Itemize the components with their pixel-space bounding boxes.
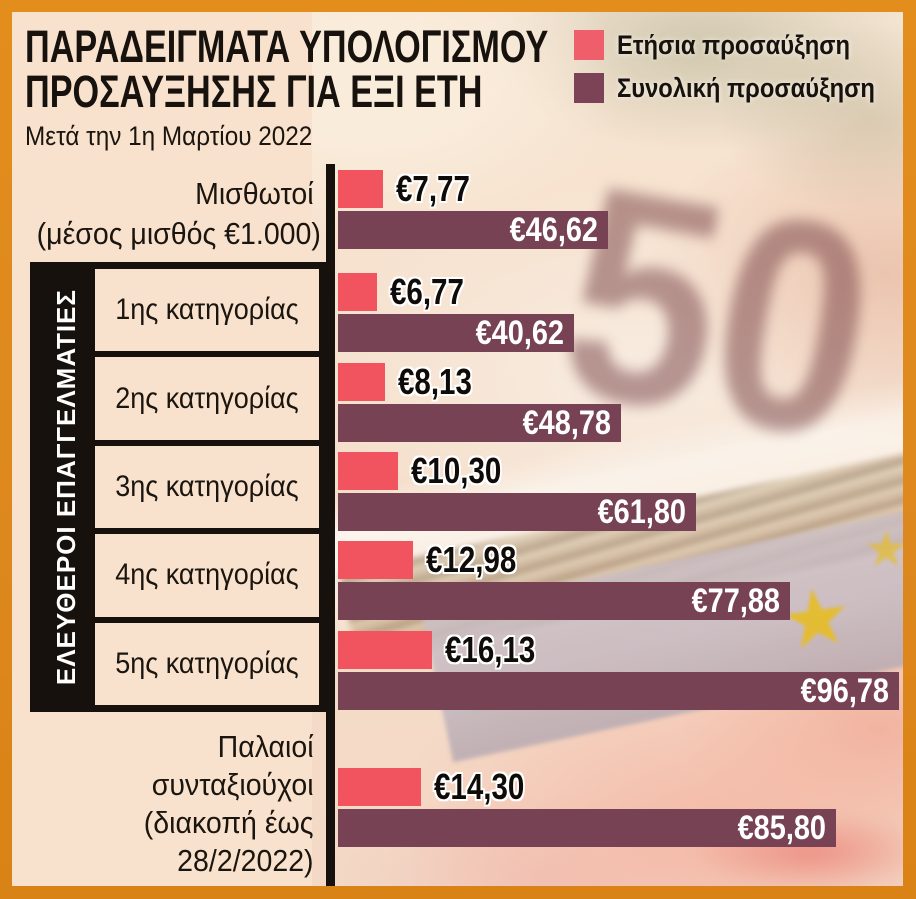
eu-star-icon: ★ (774, 569, 858, 668)
legend-label-annual: Ετήσια προσαύξηση (617, 29, 850, 60)
row-label-palaioi: Παλαιοί συνταξιούχοι (διακοπή έως 28/2/2… (37, 728, 320, 880)
eu-star-icon: ★ (864, 521, 903, 577)
chart-subtitle: Μετά την 1η Μαρτίου 2022 (25, 121, 313, 151)
infographic-panel: 50 ★ ★ ΠΑΡΑΔΕΙΓΜΑΤΑ ΥΠΟΛΟΓΙΣΜΟΥ ΠΡΟΣΑΥΞΗ… (12, 12, 903, 886)
chart-title-block: ΠΑΡΑΔΕΙΓΜΑΤΑ ΥΠΟΛΟΓΙΣΜΟΥ ΠΡΟΣΑΥΞΗΣΗΣ ΓΙΑ… (25, 24, 714, 151)
row-label-category-1: 1ης κατηγορίας (95, 269, 319, 352)
row-label-line: 28/2/2022) (177, 843, 314, 878)
banknote-red-blur (692, 812, 903, 886)
row-label-line: συνταξιούχοι (151, 767, 314, 802)
legend-item-total: Συνολική προσαύξηση (574, 71, 903, 105)
axis-line (326, 164, 335, 886)
legend-swatch-total-icon (574, 73, 604, 103)
legend-item-annual: Ετήσια προσαύξηση (574, 28, 903, 62)
row-label-line: Παλαιοί (217, 729, 314, 764)
row-label-line: Μισθωτοί (195, 176, 314, 211)
group-cells: 1ης κατηγορίας 2ης κατηγορίας 3ης κατηγο… (95, 269, 319, 706)
chart-title-line-2: ΠΡΟΣΑΥΞΗΣΗΣ ΓΙΑ ΕΞΙ ΕΤΗ (25, 66, 483, 117)
legend-label-total: Συνολική προσαύξηση (617, 72, 875, 103)
row-label-line: (μέσος μισθός €1.000) (36, 216, 321, 251)
group-strip: ΕΛΕΥΘΕΡΟΙ ΕΠΑΓΓΕΛΜΑΤΙΕΣ (37, 269, 95, 705)
banknote-50-numeral: 50 (541, 120, 896, 504)
row-label-category-5: 5ης κατηγορίας (95, 622, 319, 706)
group-block-freelancers: ΕΛΕΥΘΕΡΟΙ ΕΠΑΓΓΕΛΜΑΤΙΕΣ 1ης κατηγορίας 2… (30, 262, 326, 712)
chart-title-line-1: ΠΑΡΑΔΕΙΓΜΑΤΑ ΥΠΟΛΟΓΙΣΜΟΥ (25, 21, 549, 72)
legend-swatch-annual-icon (574, 30, 604, 60)
legend: Ετήσια προσαύξηση Συνολική προσαύξηση (574, 28, 903, 114)
row-label-category-3: 3ης κατηγορίας (95, 445, 319, 529)
row-label-category-2: 2ης κατηγορίας (95, 357, 319, 440)
row-label-category-4: 4ης κατηγορίας (95, 534, 319, 617)
euro-banknote-photo-background: 50 ★ ★ (312, 12, 903, 886)
row-label-misthotoi: Μισθωτοί (μέσος μισθός €1.000) (36, 174, 321, 254)
row-label-line: (διακοπή έως (143, 805, 314, 840)
group-label-vertical: ΕΛΕΥΘΕΡΟΙ ΕΠΑΓΓΕΛΜΑΤΙΕΣ (50, 288, 81, 686)
